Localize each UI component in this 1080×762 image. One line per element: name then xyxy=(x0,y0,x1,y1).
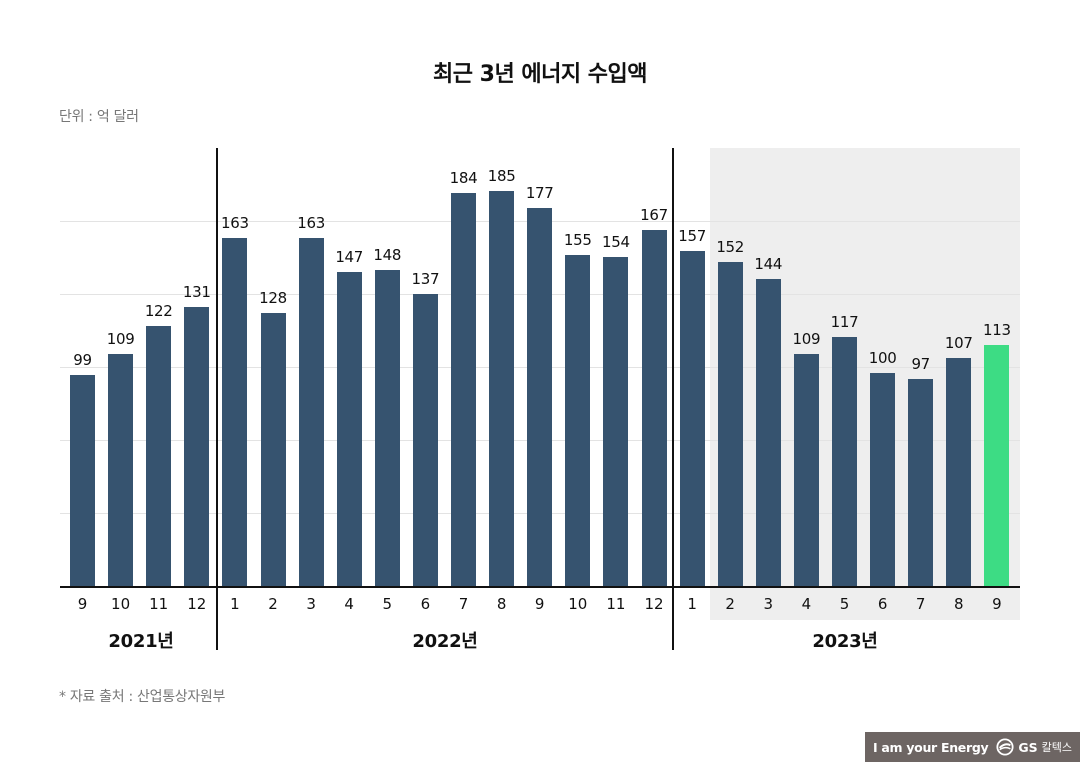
bar-value-label: 113 xyxy=(983,321,1011,340)
month-tick-label: 8 xyxy=(496,595,507,613)
bar-value-label: 185 xyxy=(487,167,516,186)
bar-value-label: 117 xyxy=(830,312,859,331)
bar-2023-04 xyxy=(793,353,819,587)
month-tick-label: 12 xyxy=(187,595,207,613)
bar-value-label: 163 xyxy=(297,214,325,233)
month-tick-label: 6 xyxy=(877,595,888,613)
bar-2022-03 xyxy=(298,238,324,587)
bar-2022-09 xyxy=(527,208,553,587)
bar-2023-05 xyxy=(832,336,857,587)
month-tick-label: 5 xyxy=(839,595,850,613)
bar-2021-09 xyxy=(70,375,95,587)
bar-2021-11 xyxy=(146,325,172,587)
bar-2023-06 xyxy=(870,373,896,587)
bar-2022-01 xyxy=(222,238,248,587)
bar-2022-05 xyxy=(374,270,400,587)
bar-2023-03 xyxy=(755,278,781,587)
month-tick-label: 11 xyxy=(606,595,626,613)
bar-2022-02 xyxy=(260,313,286,587)
month-tick-label: 7 xyxy=(458,595,469,613)
bar-2021-12 xyxy=(184,306,210,587)
bar-2023-07 xyxy=(908,379,934,587)
bar-2022-12 xyxy=(641,229,667,587)
month-tick-label: 6 xyxy=(420,595,431,613)
gs-logo-icon xyxy=(996,738,1014,756)
bar-value-label: 163 xyxy=(221,214,249,233)
bar-value-label: 109 xyxy=(792,329,821,348)
year-label-2021: 2021년 xyxy=(108,631,174,652)
brand-footer: I am your Energy GS 칼텍스 xyxy=(865,732,1080,762)
bar-value-label: 128 xyxy=(259,289,287,308)
bar-2021-10 xyxy=(108,353,134,587)
brand-logo-korean: 칼텍스 xyxy=(1041,741,1072,754)
month-tick-label: 1 xyxy=(687,595,697,613)
bar-value-label: 107 xyxy=(944,334,973,353)
bar-value-label: 97 xyxy=(911,355,930,374)
x-axis-baseline xyxy=(60,586,1020,588)
month-tick-label: 2 xyxy=(268,595,278,613)
month-tick-label: 7 xyxy=(915,595,926,613)
bar-value-label: 154 xyxy=(602,233,630,252)
month-tick-label: 4 xyxy=(801,595,812,613)
bar-value-label: 122 xyxy=(144,301,173,320)
month-tick-label: 10 xyxy=(568,595,588,613)
bar-value-label: 184 xyxy=(449,169,478,188)
bar-value-label: 144 xyxy=(754,254,783,273)
year-label-2023: 2023년 xyxy=(812,631,878,652)
unit-label: 단위 : 억 달러 xyxy=(59,109,139,125)
bar-2022-10 xyxy=(565,255,591,587)
month-tick-label: 2 xyxy=(725,595,735,613)
bar-value-label: 137 xyxy=(411,269,440,288)
bar-value-label: 147 xyxy=(335,248,364,267)
month-tick-label: 5 xyxy=(382,595,393,613)
bar-value-label: 157 xyxy=(678,227,706,246)
month-tick-label: 8 xyxy=(954,595,964,613)
bar-value-label: 109 xyxy=(106,329,135,348)
gs-caltex-logo: GS 칼텍스 xyxy=(996,738,1072,756)
bar-value-label: 152 xyxy=(716,237,745,256)
month-tick-label: 3 xyxy=(763,595,774,613)
bar-2023-09 xyxy=(984,345,1010,587)
month-tick-label: 9 xyxy=(992,595,1002,613)
bar-2022-11 xyxy=(603,257,629,587)
bar-2022-07 xyxy=(451,193,476,587)
month-tick-label: 9 xyxy=(534,595,545,613)
bar-value-label: 155 xyxy=(563,231,592,250)
brand-tagline: I am your Energy xyxy=(873,739,989,755)
year-divider-2022-2023 xyxy=(672,148,674,650)
bar-2023-02 xyxy=(717,261,743,587)
bar-2022-04 xyxy=(336,272,362,587)
month-tick-label: 12 xyxy=(644,595,664,613)
month-tick-label: 3 xyxy=(306,595,316,613)
bar-value-label: 99 xyxy=(73,351,92,370)
bar-2022-08 xyxy=(489,191,515,587)
chart-title: 최근 3년 에너지 수입액 xyxy=(433,62,647,87)
month-tick-label: 11 xyxy=(149,595,169,613)
bar-2022-06 xyxy=(412,293,438,587)
month-tick-label: 4 xyxy=(344,595,354,613)
year-divider-2021-2022 xyxy=(216,148,218,650)
bar-2023-01 xyxy=(679,251,705,587)
bar-2023-08 xyxy=(946,358,972,587)
month-tick-label: 1 xyxy=(230,595,240,613)
bar-value-label: 177 xyxy=(525,184,554,203)
bar-value-label: 148 xyxy=(373,246,402,265)
bar-value-label: 167 xyxy=(640,205,668,224)
year-label-2022: 2022년 xyxy=(412,631,478,652)
month-tick-label: 9 xyxy=(77,595,88,613)
month-tick-label: 10 xyxy=(111,595,131,613)
brand-logo-text: GS xyxy=(1018,739,1038,755)
bar-value-label: 131 xyxy=(182,282,211,301)
bar-value-label: 100 xyxy=(868,349,897,367)
source-note: * 자료 출처 : 산업통상자원부 xyxy=(59,689,226,705)
